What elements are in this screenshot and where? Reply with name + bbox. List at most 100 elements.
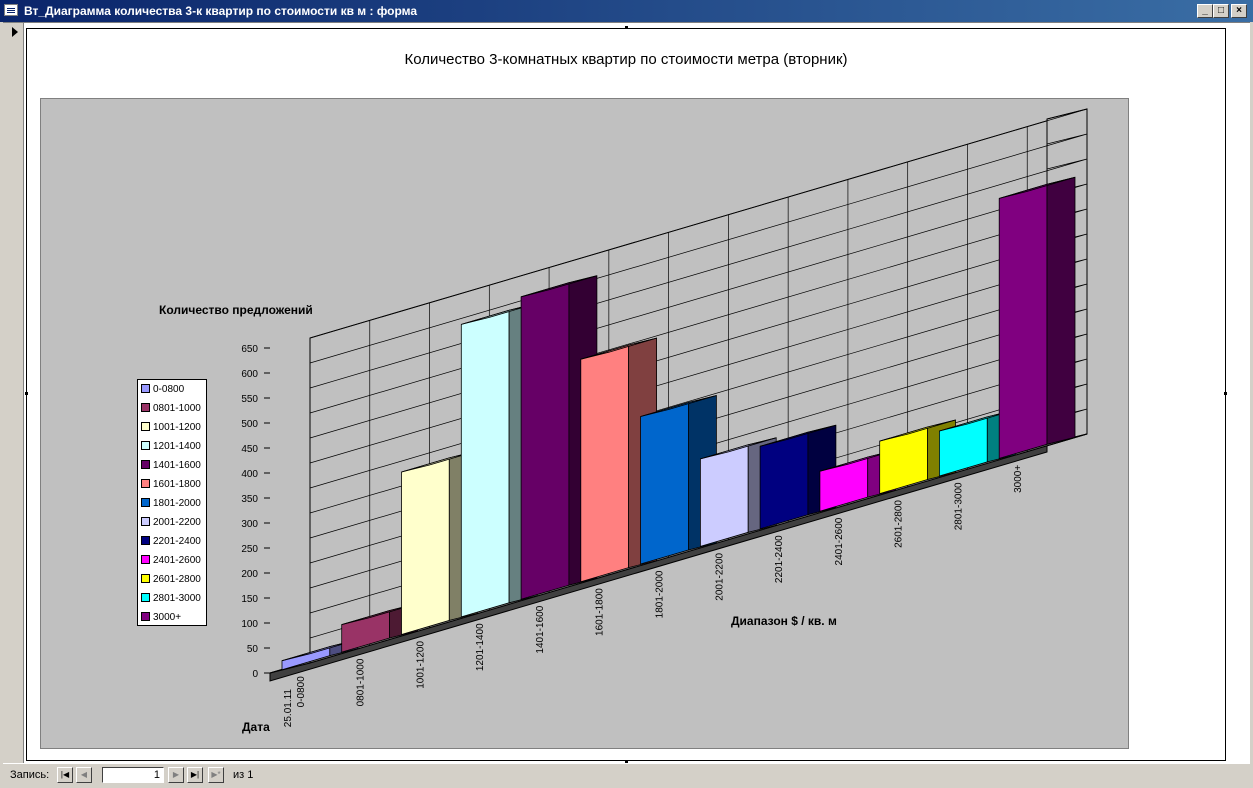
current-record-arrow-icon <box>12 27 18 37</box>
form-icon[interactable] <box>4 4 18 16</box>
bar-top-face <box>879 419 956 442</box>
legend-item[interactable]: 0-0800 <box>141 382 184 398</box>
legend-item[interactable]: 2801-3000 <box>141 591 201 607</box>
bar-2201-2400[interactable] <box>759 424 837 530</box>
x-tick-label: 1001-1200 <box>415 641 426 689</box>
x-tick-label: 0801-1000 <box>356 658 367 706</box>
legend-swatch <box>141 611 150 621</box>
y-tick-label: 550 <box>241 394 258 405</box>
y-tick-label: 350 <box>241 494 258 505</box>
legend-item[interactable]: 0801-1000 <box>141 401 201 417</box>
legend-label: 2201-2400 <box>153 536 201 547</box>
y-tick-label: 150 <box>241 594 258 605</box>
y-tick-label: 250 <box>241 544 258 555</box>
new-record-button[interactable]: ▶* <box>208 767 224 783</box>
record-selector[interactable] <box>3 23 24 763</box>
legend-swatch <box>141 554 150 564</box>
y-tick-label: 200 <box>241 569 258 580</box>
window-title: Вт_Диаграмма количества 3-к квартир по с… <box>24 4 418 18</box>
resize-handle-top[interactable] <box>625 26 628 29</box>
bar-front-face <box>520 282 570 600</box>
y-tick-label: 300 <box>241 519 258 530</box>
legend-item[interactable]: 1201-1400 <box>141 439 201 455</box>
x-tick-label: 2401-2600 <box>834 517 845 565</box>
current-record-field[interactable]: 1 <box>102 767 164 783</box>
record-navigation-bar: Запись: |◀ ◀ 1 ▶ ▶| ▶* из 1 <box>0 765 1253 788</box>
legend-swatch <box>141 592 150 602</box>
x-tick-label: 0-0800 <box>296 676 307 708</box>
legend-label: 2801-3000 <box>153 593 201 604</box>
legend-swatch <box>141 516 150 526</box>
x-tick-label: 2601-2800 <box>894 500 905 548</box>
x-tick-label: 1601-1800 <box>595 588 606 636</box>
bar-side-face <box>1046 176 1076 445</box>
bar-top-face <box>520 275 598 298</box>
depth-axis-label: Дата <box>242 720 270 734</box>
legend-swatch <box>141 440 150 450</box>
of-label: из <box>233 769 245 781</box>
last-record-button[interactable]: ▶| <box>187 767 203 783</box>
legend-item[interactable]: 1601-1800 <box>141 477 201 493</box>
y-tick-label: 50 <box>247 644 259 655</box>
legend-label: 2001-2200 <box>153 517 201 528</box>
next-record-button[interactable]: ▶ <box>168 767 184 783</box>
legend-label: 2401-2600 <box>153 555 201 566</box>
x-tick-label: 2001-2200 <box>714 552 725 600</box>
legend-item[interactable]: 3000+ <box>141 610 181 626</box>
bar-top-face <box>999 176 1076 199</box>
bar-top-face <box>700 437 777 460</box>
bar-front-face <box>998 183 1048 459</box>
legend-item[interactable]: 2001-2200 <box>141 515 201 531</box>
close-button[interactable]: × <box>1231 4 1247 18</box>
y-tick-label: 450 <box>241 444 258 455</box>
legend-label: 1001-1200 <box>153 422 201 433</box>
legend-item[interactable]: 1801-2000 <box>141 496 201 512</box>
legend-swatch <box>141 497 150 507</box>
legend-swatch <box>141 383 150 393</box>
legend-label: 3000+ <box>153 612 182 623</box>
x-tick-label: 2801-3000 <box>953 482 964 530</box>
total-records: 1 <box>247 769 254 781</box>
legend-swatch <box>141 421 150 431</box>
legend-item[interactable]: 2401-2600 <box>141 553 201 569</box>
first-record-button[interactable]: |◀ <box>57 767 73 783</box>
legend-item[interactable]: 2601-2800 <box>141 572 201 588</box>
legend-item[interactable]: 1401-1600 <box>141 458 201 474</box>
bar-1801-2000[interactable] <box>640 394 717 565</box>
legend-swatch <box>141 573 150 583</box>
x-tick-label: 1201-1400 <box>475 623 486 671</box>
resize-handle-bottom[interactable] <box>625 760 628 763</box>
record-total: из 1 <box>233 769 253 781</box>
x-axis-label: Диапазон $ / кв. м <box>731 614 837 628</box>
resize-handle-right[interactable] <box>1224 392 1227 395</box>
legend-label: 2601-2800 <box>153 574 201 585</box>
legend-label: 1201-1400 <box>153 441 201 452</box>
legend-label: 1801-2000 <box>153 498 201 509</box>
gridline <box>309 108 1088 339</box>
y-tick-label: 0 <box>252 669 258 680</box>
y-tick-label: 650 <box>241 344 258 355</box>
y-tick-label: 600 <box>241 369 258 380</box>
legend-item[interactable]: 1001-1200 <box>141 420 201 436</box>
resize-handle-left[interactable] <box>25 392 28 395</box>
minimize-button[interactable]: _ <box>1197 4 1213 18</box>
previous-record-button[interactable]: ◀ <box>76 767 92 783</box>
bar-front-face <box>640 401 689 565</box>
y-tick-label: 500 <box>241 419 258 430</box>
y-tick-label: 400 <box>241 469 258 480</box>
legend-item[interactable]: 2201-2400 <box>141 534 201 550</box>
bar-front-face <box>460 309 510 618</box>
y-tick-label: 100 <box>241 619 258 630</box>
x-tick-label: 3000+ <box>1013 465 1024 493</box>
chart-legend[interactable]: 0-0800 0801-1000 1001-1200 1201-1400 1401-16… <box>137 379 207 626</box>
title-bar[interactable]: Вт_Диаграмма количества 3-к квартир по с… <box>0 0 1253 22</box>
bar-3000+[interactable] <box>998 176 1076 459</box>
legend-swatch <box>141 459 150 469</box>
maximize-button[interactable]: □ <box>1213 4 1229 18</box>
bar-top-face <box>640 395 717 417</box>
legend-label: 0-0800 <box>153 384 185 395</box>
legend-swatch <box>141 535 150 545</box>
x-tick-label: 1401-1600 <box>535 605 546 653</box>
